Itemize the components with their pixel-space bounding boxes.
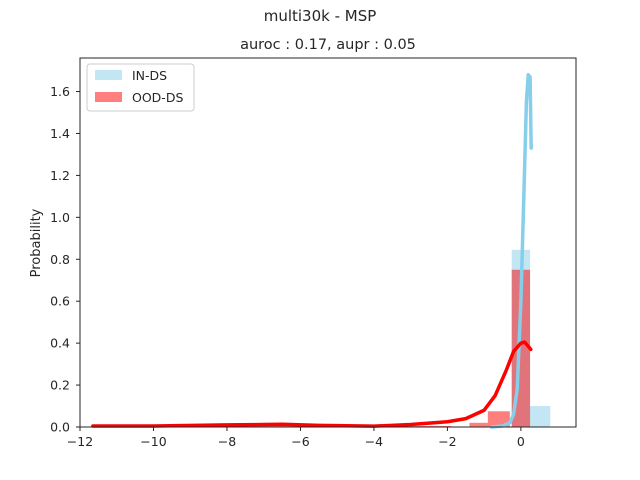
y-tick-label: 0.6: [50, 294, 70, 309]
legend-swatch-in-ds: [95, 70, 122, 80]
hist-bar-ood-ds-1: [469, 422, 488, 427]
legend: IN-DS OOD-DS: [86, 63, 195, 112]
y-tick-label: 0.0: [50, 420, 70, 435]
x-tick-label: −4: [365, 434, 383, 449]
kde-curves: [91, 73, 533, 429]
x-axis-ticks: −12 −10 −8 −6 −4 −2 0: [67, 427, 525, 449]
x-tick-label: −2: [438, 434, 456, 449]
x-tick-label: 0: [517, 434, 525, 449]
histogram-bars: [92, 249, 551, 427]
legend-label-in-ds: IN-DS: [132, 68, 167, 83]
chart-title: multi30k - MSP: [264, 7, 377, 25]
y-tick-label: 0.4: [50, 336, 70, 351]
y-tick-label: 1.4: [50, 126, 70, 141]
x-tick-label: −12: [67, 434, 93, 449]
kde-curve-ood-ds: [91, 340, 533, 428]
chart-subtitle: auroc : 0.17, aupr : 0.05: [240, 37, 416, 53]
y-tick-label: 1.0: [50, 210, 70, 225]
x-tick-label: −10: [140, 434, 166, 449]
x-tick-label: −6: [291, 434, 309, 449]
legend-swatch-ood-ds: [95, 92, 122, 102]
y-tick-label: 0.8: [50, 252, 70, 267]
plot-frame: [79, 57, 577, 428]
x-tick-label: −8: [218, 434, 236, 449]
hist-bar-ood-ds-2: [487, 411, 510, 427]
y-axis-label: Probability: [29, 208, 44, 277]
kde-curve-in-ds: [489, 73, 533, 429]
hist-bar-in-ds-1: [530, 406, 551, 427]
y-tick-label: 0.2: [50, 378, 70, 393]
hist-bar-ood-ds-0: [92, 425, 452, 427]
y-tick-label: 1.2: [50, 168, 70, 183]
y-tick-label: 1.6: [50, 84, 70, 99]
legend-label-ood-ds: OOD-DS: [132, 90, 183, 105]
y-axis-ticks: 0.0 0.2 0.4 0.6 0.8 1.0 1.2 1.4 1.6: [50, 84, 80, 435]
